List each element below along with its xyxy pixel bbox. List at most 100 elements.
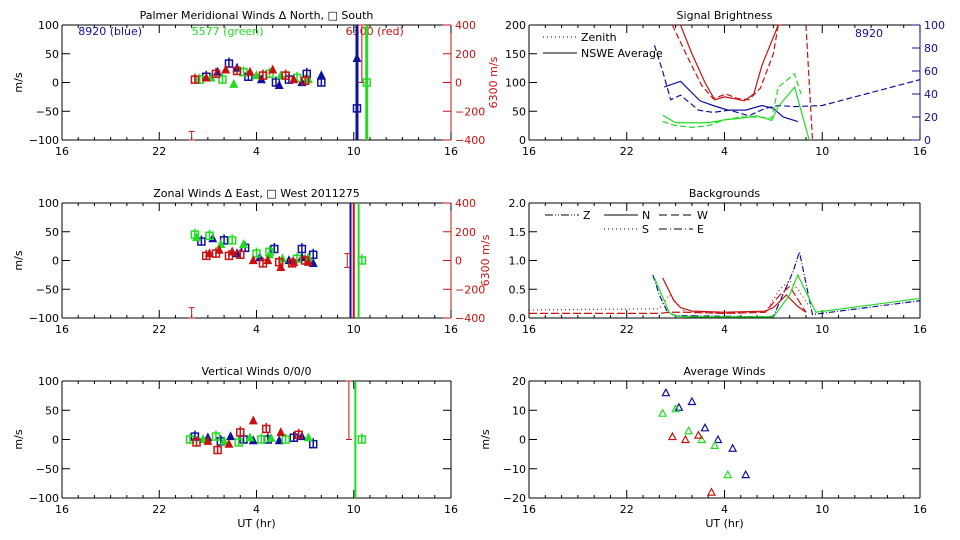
chart-zonal: Zonal Winds Δ East, □ West 2011275 16 22 4 1… [12,187,492,336]
data-point-triangle [276,262,286,271]
y-tick-label: 100 [38,375,59,388]
y2-tick-label: 40 [924,88,938,101]
y2-tick-label: −400 [455,134,485,147]
data-point-triangle [201,72,211,82]
y-tick-label: 1.0 [509,255,527,268]
x-tick-label: 22 [620,323,634,336]
data-point-triangle [266,432,276,442]
data-point-triangle [245,432,255,442]
x-tick-label: 16 [913,503,927,516]
data-point-triangle [229,78,239,88]
data-point-triangle [661,387,671,397]
data-point-triangle [697,434,707,444]
y2-tick-label: 0 [455,77,462,90]
x-tick-label: 16 [55,323,69,336]
data-point-triangle [245,66,255,76]
y-tick-label: −50 [36,105,59,118]
data-point-triangle [289,256,299,266]
series-line-green-E [653,273,921,318]
chart-title: Average Winds [683,365,765,378]
legend-label: NSWE Average [581,47,663,60]
chart-title: Zonal Winds Δ East, □ West 2011275 [153,187,360,200]
y-tick-label: −100 [29,312,59,325]
y-axis-label: m/s [12,250,25,270]
x-axis-label: UT (hr) [705,517,743,530]
legend-label: E [697,223,704,236]
chart-title: Signal Brightness [677,9,773,22]
data-point-triangle [276,427,286,437]
y-axis-label: m/s [479,429,492,449]
x-tick-label: 10 [347,323,361,336]
annotation-label: 8920 (blue) [78,25,142,38]
data-point-triangle [203,435,213,445]
x-tick-label: 16 [55,145,69,158]
series-line-green-dashed [662,72,802,128]
y2-tick-label: 60 [924,65,938,78]
y-tick-label: −10 [503,463,526,476]
data-point-triangle [728,443,738,452]
data-point-triangle [268,64,278,74]
annotation-label: 6300 (red) [346,25,404,38]
data-point-triangle [248,415,258,425]
series-line-green-solid [662,85,810,141]
y-tick-label: 50 [45,48,59,61]
data-point-triangle [274,80,284,89]
x-tick-label: 16 [522,323,536,336]
series-line-red-S [528,279,810,315]
y2-tick-label: −400 [455,312,485,325]
x-tick-label: 16 [522,503,536,516]
data-point-triangle [289,74,299,84]
data-point-triangle [700,423,710,432]
y-tick-label: 0 [52,434,59,447]
y-tick-label: 50 [512,105,526,118]
data-point-triangle [274,435,284,445]
data-point-triangle [224,438,234,448]
y-tick-label: 50 [45,404,59,417]
data-point-triangle [219,435,229,445]
data-point-triangle [252,70,261,80]
y2-tick-label: 100 [924,19,945,32]
y-tick-label: 0 [52,77,59,90]
y2-tick-label: 400 [455,197,476,210]
x-tick-label: 4 [721,145,728,158]
chart-vertical: Vertical Winds 0/0/016 22 4 10 16−100−500501… [12,365,458,530]
y-tick-label: −100 [29,134,59,147]
x-tick-label: 22 [152,503,166,516]
legend-label: S [642,223,649,236]
x-tick-label: 10 [347,145,361,158]
legend-label: Z [583,209,591,222]
series-line-blue-solid [664,80,798,123]
data-point-triangle [352,53,362,62]
data-point-triangle [658,408,668,417]
x-tick-label: 4 [253,503,260,516]
annotation-label: 8920 [855,27,883,40]
x-tick-label: 22 [620,503,634,516]
data-point-triangle [248,255,258,265]
data-point-triangle [239,239,249,248]
x-tick-label: 4 [721,323,728,336]
legend-label: W [697,209,708,222]
y-tick-label: −50 [36,283,59,296]
data-point-triangle [684,425,694,435]
legend-label: Zenith [581,31,617,44]
data-point-triangle [205,248,214,258]
data-point-triangle [303,432,313,442]
y-tick-label: −100 [29,492,59,505]
chart-title: Vertical Winds 0/0/0 [202,365,312,378]
y-tick-label: 100 [38,19,59,32]
y2-tick-label: 200 [455,226,476,239]
y2-tick-label: 400 [455,19,476,32]
y2-tick-label: 80 [924,42,938,55]
y-tick-label: 0.5 [509,283,527,296]
data-point-triangle [706,487,716,496]
y-tick-label: 0 [52,255,59,268]
y-axis-label: m/s [12,72,25,92]
data-point-triangle [741,469,751,479]
series-line-red-drop [805,24,814,141]
x-tick-label: 4 [721,503,728,516]
x-tick-label: 16 [913,323,927,336]
